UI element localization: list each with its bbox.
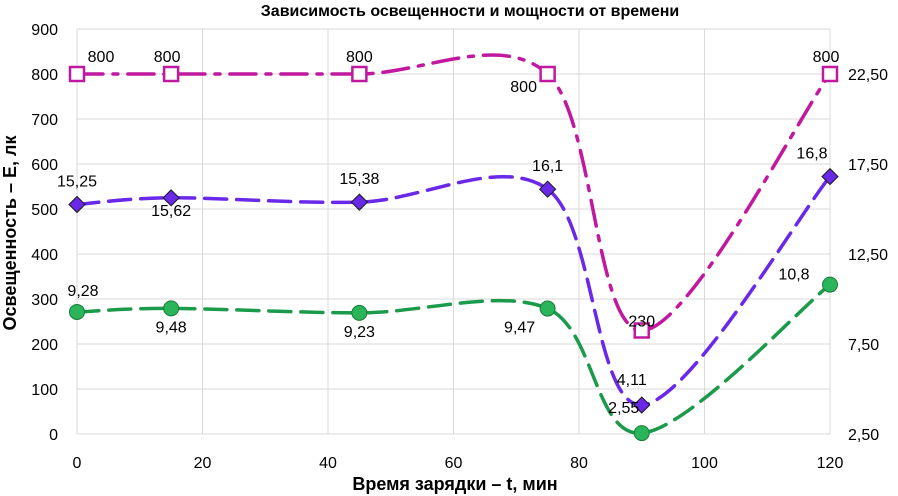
series-2-data-label: 15,38 [339,171,379,188]
series-2-data-label: 15,62 [151,203,191,220]
series-3-data-label: 9,48 [156,319,187,336]
series-1-marker [539,65,556,83]
series-1-data-label: 230 [628,314,655,331]
series-3-data-label: 2,55 [608,400,639,417]
series-1-marker [351,65,368,83]
series-3-marker [351,304,368,321]
series-2-marker [162,189,180,207]
series-1-marker [633,322,650,339]
y2-tick-label: 12,50 [848,247,888,264]
series-line-2 [75,174,832,407]
chart-title: Зависимость освещенности и мощности от в… [261,3,679,20]
x-tick-label: 40 [319,455,337,472]
y2-tick-label: 17,50 [848,157,888,174]
series-3-marker [822,276,838,293]
x-axis-title: Время зарядки – t, мин [352,474,557,494]
x-tick-label: 80 [570,455,588,472]
series-1-marker [68,65,86,83]
x-tick-label: 60 [445,455,463,472]
series-3-marker [633,425,650,442]
series-2-marker [68,195,86,214]
x-tick-label: 100 [691,455,718,472]
series-layer: 800 800 800 800 230 800 15,25 15,62 15,38 16,1 4,1… [57,49,840,442]
y-tick-label: 900 [31,22,58,39]
x-tick-label: 20 [194,455,212,472]
series-3-data-label: 9,47 [504,320,535,337]
series-2-marker [821,167,839,186]
y-tick-label: 100 [31,382,58,399]
y-axis-ticks: 0 100 200 300 400 500 600 700 800 900 [31,22,58,444]
y-tick-label: 800 [31,67,58,84]
y-tick-label: 600 [31,157,58,174]
series-1-data-label: 800 [88,49,115,66]
series-1-data-label: 800 [813,49,840,66]
y2-tick-label: 7,50 [848,337,879,354]
series-3-data-label: 9,28 [67,283,98,300]
series-1-data-label: 800 [346,49,373,66]
y-tick-label: 200 [31,337,58,354]
series-2-marker [633,396,651,414]
grid [76,28,831,435]
series-1-data-label: 800 [154,49,181,66]
series-2-data-label: 16,1 [532,158,563,175]
x-axis-ticks: 0 20 40 60 80 100 120 [73,455,844,472]
y-tick-label: 500 [31,202,58,219]
series-2-marker [538,180,557,198]
series-1-marker [162,65,180,83]
y-axis-title: Освещенность – E, лк [0,135,20,331]
y-tick-label: 0 [49,427,58,444]
series-3-data-label: 9,23 [344,324,375,341]
x-tick-label: 120 [817,455,844,472]
y2-tick-label: 2,50 [848,427,879,444]
series-1-data-label: 800 [510,79,537,96]
series-3-data-label: 10,8 [778,267,809,284]
y-tick-label: 700 [31,112,58,129]
series-2-data-label: 15,25 [57,174,97,191]
y2-axis-ticks: 2,50 7,50 12,50 17,50 22,50 [848,67,888,444]
series-2-data-label: 4,11 [617,372,647,389]
series-3-marker [69,303,85,320]
series-2-data-label: 16,8 [796,146,827,163]
y-tick-label: 400 [31,247,58,264]
series-1-marker [821,65,839,83]
series-3-marker [163,300,180,317]
series-2-marker [350,193,369,211]
y-tick-label: 300 [31,292,58,309]
x-tick-label: 0 [73,455,82,472]
y2-tick-label: 22,50 [848,67,888,84]
series-3-marker [539,300,556,317]
